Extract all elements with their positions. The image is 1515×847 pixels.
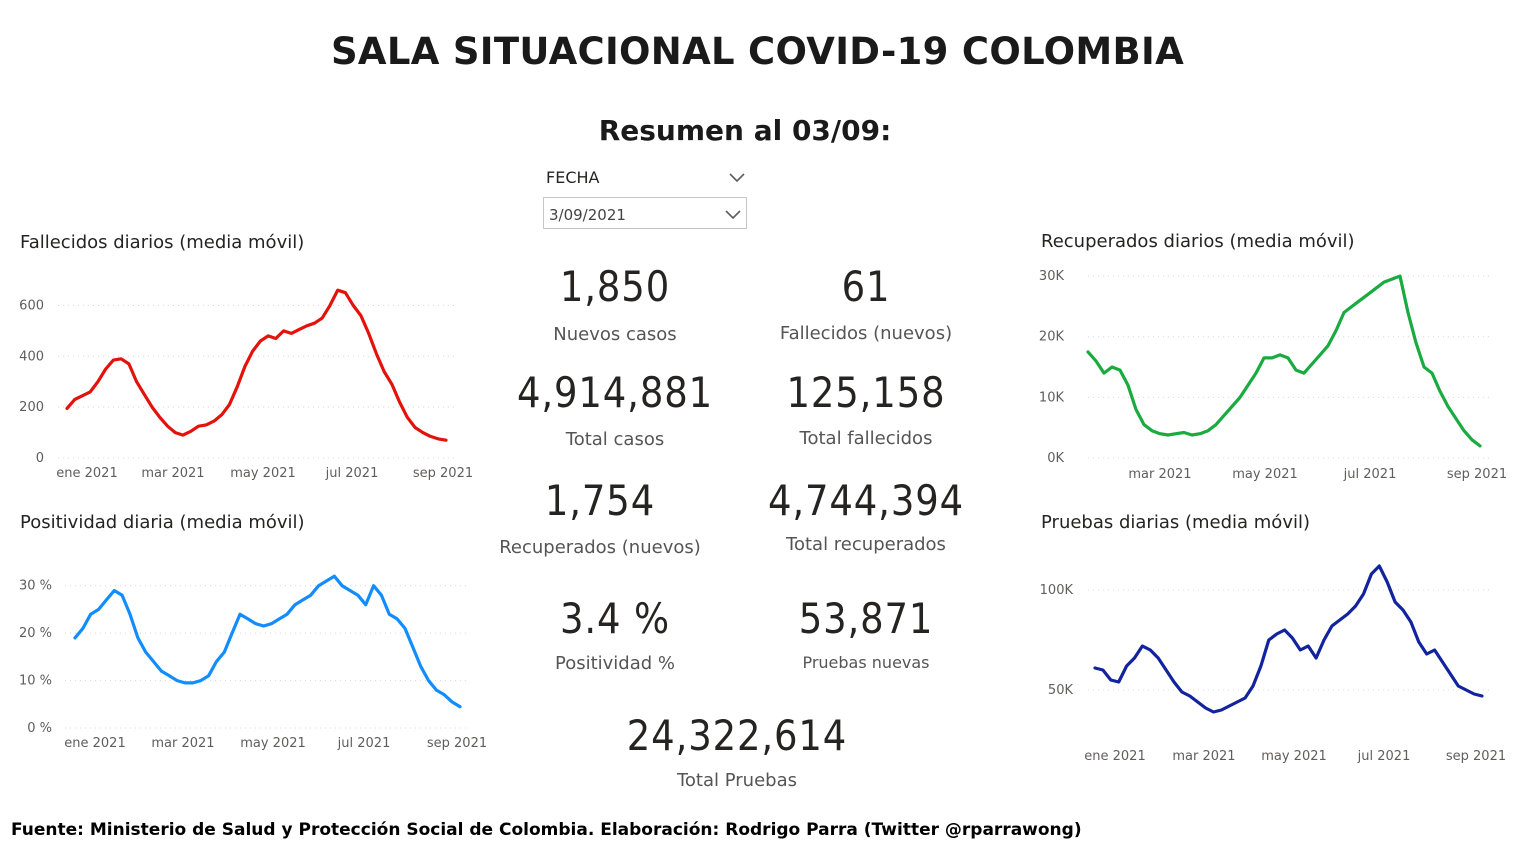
y-tick-label: 200 bbox=[19, 400, 44, 415]
x-tick-label: jul 2021 bbox=[1357, 749, 1411, 764]
y-tick-label: 30 % bbox=[19, 579, 52, 594]
y-tick-label: 10 % bbox=[19, 674, 52, 689]
recuperados-line-chart[interactable]: 0K 10K 20K 30K mar 2021 may 2021 jul 2021 sep 2… bbox=[1020, 258, 1515, 488]
x-tick-label: may 2021 bbox=[1232, 467, 1298, 482]
y-tick-label: 20 % bbox=[19, 626, 52, 641]
kpi-positividad-label: Positividad % bbox=[554, 653, 676, 674]
source-footer: Fuente: Ministerio de Salud y Protección… bbox=[11, 820, 1082, 840]
kpi-total-pruebas-label: Total Pruebas bbox=[676, 770, 797, 791]
positividad-chart-title: Positividad diaria (media móvil) bbox=[20, 512, 305, 533]
date-slicer-dropdown[interactable] bbox=[543, 197, 747, 229]
kpi-total-recuperados-value: 4,744,394 bbox=[767, 476, 965, 525]
kpi-total-casos-value: 4,914,881 bbox=[516, 368, 714, 417]
pruebas-series-line[interactable] bbox=[1093, 564, 1484, 714]
x-tick-label: sep 2021 bbox=[1447, 467, 1507, 482]
dashboard-title: SALA SITUACIONAL COVID-19 COLOMBIA bbox=[330, 30, 1185, 73]
x-tick-label: may 2021 bbox=[230, 466, 296, 481]
date-slicer-value: 3/09/2021 bbox=[549, 206, 626, 224]
x-tick-label: mar 2021 bbox=[1172, 749, 1235, 764]
y-tick-label: 0 bbox=[36, 451, 44, 466]
x-tick-label: sep 2021 bbox=[427, 736, 487, 751]
y-tick-label: 100K bbox=[1040, 583, 1074, 598]
kpi-total-fallecidos-value: 125,158 bbox=[786, 368, 946, 417]
kpi-recuperados-nuevos-value: 1,754 bbox=[544, 476, 656, 525]
fallecidos-line-chart[interactable]: 0 200 400 600 ene 2021 mar 2021 may 2021 jul 20… bbox=[0, 260, 500, 490]
kpi-positividad-value: 3.4 % bbox=[559, 594, 671, 643]
x-tick-label: ene 2021 bbox=[64, 736, 125, 751]
y-tick-label: 50K bbox=[1048, 683, 1074, 698]
y-tick-label: 600 bbox=[19, 298, 44, 313]
positividad-series-line[interactable] bbox=[73, 574, 462, 709]
x-tick-label: mar 2021 bbox=[151, 736, 214, 751]
y-tick-label: 0K bbox=[1047, 451, 1064, 466]
x-tick-label: may 2021 bbox=[1261, 749, 1327, 764]
kpi-total-casos-label: Total casos bbox=[565, 429, 665, 450]
chevron-down-icon[interactable] bbox=[724, 207, 742, 221]
kpi-recuperados-nuevos-label: Recuperados (nuevos) bbox=[499, 537, 701, 558]
y-tick-label: 30K bbox=[1039, 269, 1065, 284]
x-tick-label: ene 2021 bbox=[1084, 749, 1145, 764]
y-tick-label: 0 % bbox=[27, 721, 52, 736]
x-tick-label: mar 2021 bbox=[141, 466, 204, 481]
fallecidos-chart-title: Fallecidos diarios (media móvil) bbox=[20, 232, 305, 253]
positividad-line-chart[interactable]: 0 % 10 % 20 % 30 % ene 2021 mar 2021 may 2021 j… bbox=[0, 540, 500, 760]
fallecidos-series-line[interactable] bbox=[65, 288, 448, 442]
kpi-total-pruebas-value: 24,322,614 bbox=[626, 711, 848, 760]
x-tick-label: sep 2021 bbox=[1446, 749, 1506, 764]
x-tick-label: jul 2021 bbox=[325, 466, 379, 481]
summary-subtitle: Resumen al 03/09: bbox=[598, 114, 892, 147]
pruebas-chart-title: Pruebas diarias (media móvil) bbox=[1041, 512, 1310, 533]
y-tick-label: 10K bbox=[1039, 390, 1065, 405]
x-tick-label: may 2021 bbox=[240, 736, 306, 751]
pruebas-line-chart[interactable]: 50K 100K ene 2021 mar 2021 may 2021 jul 2021 s… bbox=[1020, 545, 1515, 770]
date-slicer-label: FECHA bbox=[546, 168, 600, 187]
y-tick-label: 400 bbox=[19, 349, 44, 364]
kpi-total-recuperados-label: Total recuperados bbox=[786, 534, 946, 555]
x-tick-label: mar 2021 bbox=[1128, 467, 1191, 482]
kpi-nuevos-casos-value: 1,850 bbox=[559, 262, 671, 311]
x-tick-label: ene 2021 bbox=[56, 466, 117, 481]
y-tick-label: 20K bbox=[1039, 330, 1065, 345]
recuperados-chart-title: Recuperados diarios (media móvil) bbox=[1041, 231, 1355, 252]
chevron-down-icon[interactable] bbox=[728, 170, 746, 184]
kpi-total-fallecidos-label: Total fallecidos bbox=[799, 428, 933, 449]
kpi-fallecidos-nuevos-label: Fallecidos (nuevos) bbox=[779, 323, 953, 344]
kpi-nuevos-casos-label: Nuevos casos bbox=[553, 324, 677, 345]
x-tick-label: jul 2021 bbox=[1343, 467, 1397, 482]
kpi-pruebas-nuevas-label: Pruebas nuevas bbox=[802, 653, 930, 672]
kpi-fallecidos-nuevos-value: 61 bbox=[841, 262, 891, 311]
x-tick-label: sep 2021 bbox=[413, 466, 473, 481]
x-tick-label: jul 2021 bbox=[337, 736, 391, 751]
kpi-pruebas-nuevas-value: 53,871 bbox=[798, 594, 934, 643]
recuperados-series-line[interactable] bbox=[1086, 274, 1482, 448]
